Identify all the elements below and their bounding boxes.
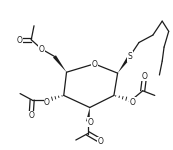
Text: O: O (16, 36, 22, 45)
Polygon shape (118, 55, 131, 73)
Text: O: O (88, 118, 94, 127)
Text: S: S (127, 52, 132, 61)
Polygon shape (53, 55, 67, 72)
Text: O: O (44, 98, 50, 106)
Text: O: O (142, 72, 148, 81)
Polygon shape (86, 108, 90, 122)
Text: O: O (98, 137, 104, 146)
Text: O: O (92, 60, 97, 69)
Text: O: O (130, 98, 135, 106)
Text: O: O (39, 45, 44, 54)
Text: O: O (28, 111, 34, 120)
